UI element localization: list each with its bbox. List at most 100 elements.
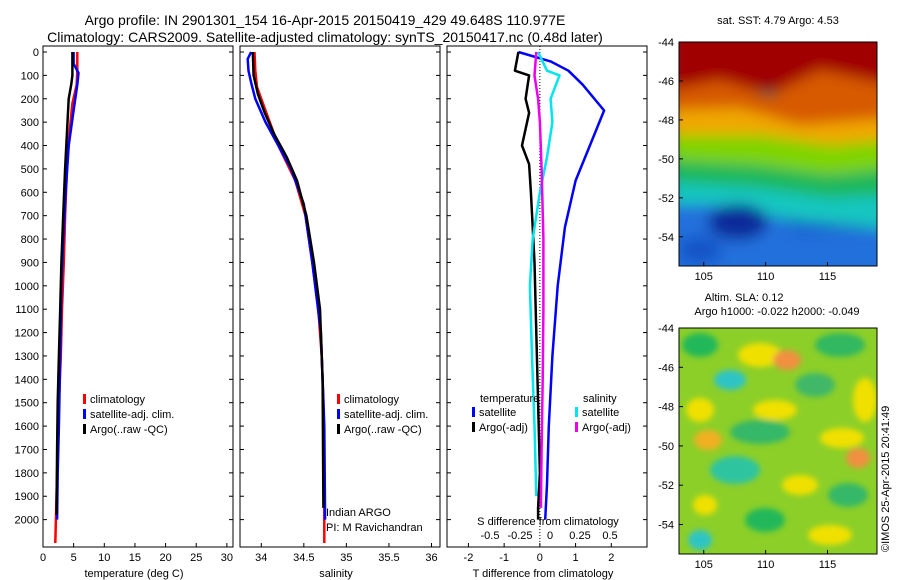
sla-ytick-label: -46 [658, 362, 674, 374]
temperature-legend-swatch [83, 409, 86, 419]
diff-salinity-legend-swatch [575, 407, 578, 417]
sst-xtick-label: 105 [695, 271, 713, 283]
sla-xtick-label: 110 [757, 559, 775, 571]
diff-xlabel-top: S difference from climatology [477, 516, 619, 528]
depth-tick-label: 500 [21, 164, 39, 176]
temperature-legend-label: satellite-adj. clim. [90, 409, 174, 421]
diff-xtick-top-label: 0.5 [602, 530, 617, 542]
sla-panel-frame [678, 327, 878, 555]
diff-legend-temperature-title: temperature [480, 393, 539, 405]
sst-ytick-label: -44 [658, 37, 674, 49]
diff-xtick-top-label: -0.5 [481, 530, 500, 542]
salinity-xtick-label: 35 [340, 552, 352, 564]
temperature-xtick-label: 15 [129, 552, 141, 564]
diff-temperature-legend-label: Argo(-adj) [479, 422, 528, 434]
temperature-legend-label: climatology [90, 394, 146, 406]
salinity-xtick-label: 34 [255, 552, 267, 564]
sst-title: sat. SST: 4.79 Argo: 4.53 [717, 15, 839, 27]
difference-series-temperature-argo-adj- [513, 51, 542, 520]
depth-tick-label: 2000 [15, 515, 39, 527]
salinity-legend-label: climatology [344, 394, 400, 406]
depth-tick-label: 1700 [15, 444, 39, 456]
salinity-panel-frame [239, 45, 441, 548]
difference-series-salinity-satellite [528, 51, 561, 497]
diff-legend-salinity-title: salinity [583, 393, 617, 405]
difference-xtick-label: 0 [537, 552, 543, 564]
temperature-xtick-label: 20 [159, 552, 171, 564]
diff-xtick-top-label: 0.25 [569, 530, 590, 542]
sst-ytick-label: -54 [658, 232, 674, 244]
difference-series-temperature-satellite [518, 50, 606, 520]
depth-tick-label: 0 [33, 47, 39, 59]
depth-tick-label: 800 [21, 234, 39, 246]
annotation-line2: PI: M Ravichandran [326, 522, 423, 534]
temperature-panel-frame [42, 45, 234, 548]
diff-salinity-legend-label: Argo(-adj) [582, 422, 631, 434]
depth-tick-label: 100 [21, 70, 39, 82]
sla-map [679, 328, 877, 554]
sla-xtick-label: 105 [695, 559, 713, 571]
sla-title-line1: Altim. SLA: 0.12 [705, 292, 784, 304]
temperature-xtick-label: 25 [190, 552, 202, 564]
salinity-series-satellite-adj-clim- [246, 51, 327, 520]
depth-tick-label: 1000 [15, 281, 39, 293]
depth-tick-label: 1800 [15, 468, 39, 480]
depth-tick-label: 200 [21, 94, 39, 106]
difference-xtick-label: 2 [608, 552, 614, 564]
diff-salinity-legend-swatch [575, 422, 578, 432]
sst-ytick-label: -46 [658, 76, 674, 88]
temperature-legend-swatch [83, 394, 86, 404]
depth-tick-label: 1300 [15, 351, 39, 363]
figure-title-line1: Argo profile: IN 2901301_154 16-Apr-2015… [84, 12, 566, 28]
temperature-xtick-label: 0 [40, 552, 46, 564]
diff-temperature-legend-label: satellite [479, 407, 516, 419]
watermark: ©IMOS 25-Apr-2015 20:41:49 [880, 406, 892, 552]
depth-tick-label: 900 [21, 257, 39, 269]
sst-xtick-label: 110 [757, 271, 775, 283]
temperature-legend-swatch [83, 424, 86, 434]
salinity-legend-label: satellite-adj. clim. [344, 409, 428, 421]
sst-panel-frame [678, 41, 878, 267]
sst-ytick-label: -50 [658, 154, 674, 166]
salinity-legend-label: Argo(..raw -QC) [344, 424, 422, 436]
temperature-xlabel: temperature (deg C) [84, 568, 183, 580]
diff-salinity-legend-label: satellite [582, 407, 619, 419]
temperature-series-satellite-adj-clim- [55, 52, 80, 520]
sla-ytick-label: -44 [658, 323, 674, 335]
temperature-xtick-label: 30 [221, 552, 233, 564]
sla-title-line2: Argo h1000: -0.022 h2000: -0.049 [694, 306, 859, 318]
figure-title-line2: Climatology: CARS2009. Satellite-adjuste… [47, 29, 603, 45]
sla-ytick-label: -52 [658, 480, 674, 492]
depth-tick-label: 1900 [15, 491, 39, 503]
depth-tick-label: 600 [21, 187, 39, 199]
salinity-xtick-label: 36 [425, 552, 437, 564]
difference-xtick-label: -2 [464, 552, 474, 564]
salinity-series-argo-raw-qc- [251, 51, 325, 508]
depth-tick-label: 1400 [15, 374, 39, 386]
difference-xtick-label: -1 [499, 552, 509, 564]
sst-xtick-label: 115 [819, 271, 837, 283]
depth-tick-label: 1200 [15, 328, 39, 340]
sla-ytick-label: -48 [658, 402, 674, 414]
depth-tick-label: 1600 [15, 421, 39, 433]
sst-ytick-label: -48 [658, 115, 674, 127]
salinity-xtick-label: 35.5 [378, 552, 399, 564]
sst-ytick-label: -52 [658, 193, 674, 205]
depth-tick-label: 300 [21, 117, 39, 129]
sla-ytick-label: -50 [658, 441, 674, 453]
temperature-series-argo-raw-qc- [55, 52, 74, 515]
depth-tick-label: 700 [21, 211, 39, 223]
temperature-xtick-label: 5 [71, 552, 77, 564]
diff-temperature-legend-swatch [472, 407, 475, 417]
difference-panel-frame [446, 45, 648, 548]
salinity-xtick-label: 34.5 [293, 552, 314, 564]
diff-xtick-top-label: -0.25 [507, 530, 532, 542]
diff-xtick-top-label: 0 [547, 530, 553, 542]
difference-xtick-label: 1 [573, 552, 579, 564]
salinity-legend-swatch [337, 409, 340, 419]
salinity-legend-swatch [337, 394, 340, 404]
salinity-series-climatology [253, 51, 326, 543]
sla-xtick-label: 115 [819, 559, 837, 571]
diff-temperature-legend-swatch [472, 422, 475, 432]
